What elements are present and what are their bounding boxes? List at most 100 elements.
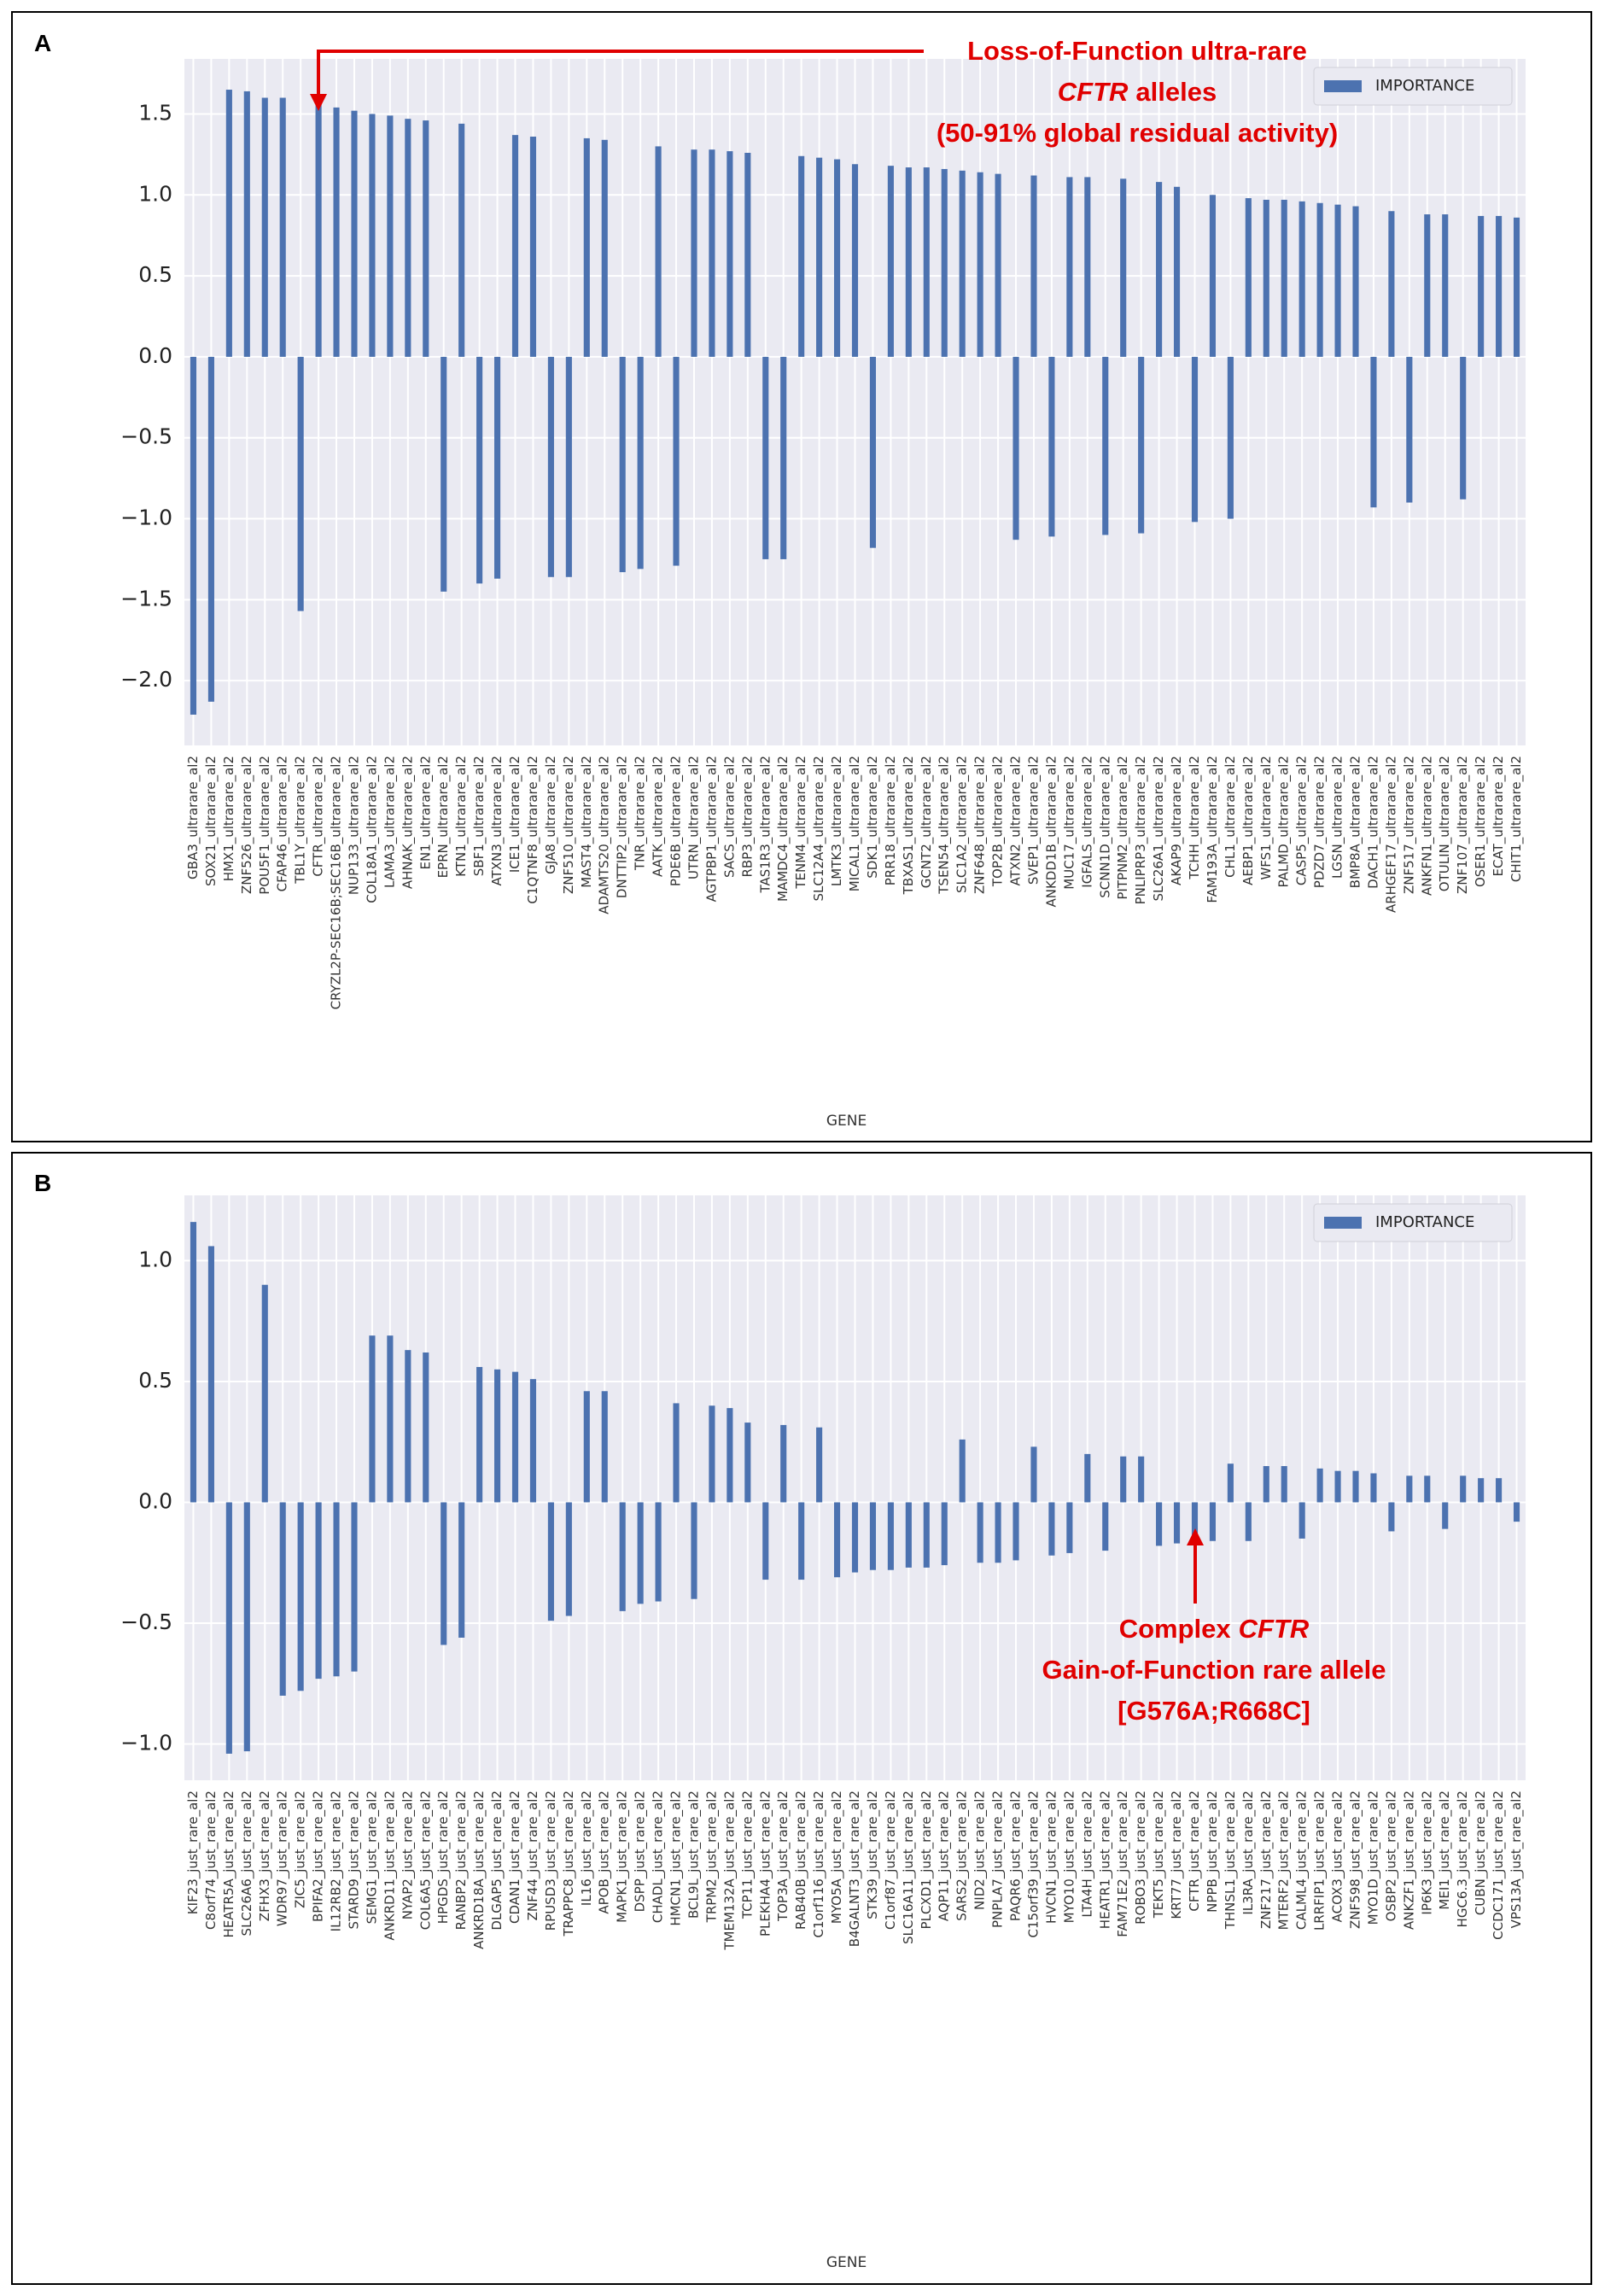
x-tick-label: LRRFIP1_just_rare_al2 bbox=[1312, 1791, 1328, 1931]
annotation-italic: CFTR bbox=[1239, 1614, 1310, 1644]
x-tick-label: ANKZF1_just_rare_al2 bbox=[1401, 1791, 1417, 1930]
x-tick-label: PDE6B_ultrarare_al2 bbox=[668, 756, 685, 886]
bar bbox=[1138, 1456, 1145, 1503]
bar bbox=[691, 1502, 697, 1599]
bar bbox=[798, 1502, 805, 1580]
x-tick-label: ZFHX3_just_rare_al2 bbox=[257, 1791, 273, 1921]
bar bbox=[1263, 199, 1269, 357]
annotation-text: Gain-of-Function rare allele bbox=[1042, 1655, 1386, 1685]
bar bbox=[1191, 1502, 1199, 1544]
x-tick-label: GJA8_ultrarare_al2 bbox=[543, 756, 559, 874]
x-tick-label: TEKT5_just_rare_al2 bbox=[1151, 1791, 1167, 1919]
x-tick-label: NID2_just_rare_al2 bbox=[972, 1791, 989, 1910]
bar bbox=[816, 1427, 823, 1503]
bar bbox=[1173, 186, 1181, 357]
x-tick-label: AHNAK_ultrarare_al2 bbox=[400, 756, 416, 889]
x-tick-label: IL12RB2_just_rare_al2 bbox=[329, 1791, 345, 1931]
bar bbox=[744, 152, 751, 357]
x-tick-label: ECAT_ultrarare_al2 bbox=[1491, 756, 1507, 876]
bar bbox=[1191, 356, 1199, 523]
x-tick-label: TBXAS1_ultrarare_al2 bbox=[901, 756, 917, 895]
x-tick-label: RBP3_ultrarare_al2 bbox=[739, 756, 756, 878]
x-tick-label: SDK1_ultrarare_al2 bbox=[865, 756, 881, 879]
bar bbox=[1388, 1502, 1395, 1532]
bar bbox=[190, 1222, 197, 1503]
bar bbox=[1030, 175, 1037, 357]
bar bbox=[1370, 356, 1377, 508]
x-tick-label: GCNT2_ultrarare_al2 bbox=[919, 756, 935, 888]
x-tick-label: ANKRD18A_just_rare_al2 bbox=[471, 1791, 487, 1949]
bar bbox=[458, 1502, 465, 1638]
bar bbox=[959, 170, 966, 357]
x-tick-label: KTN1_ultrarare_al2 bbox=[453, 756, 470, 877]
arrow-head bbox=[310, 94, 327, 111]
bar bbox=[315, 1502, 322, 1680]
y-tick-label: −1.0 bbox=[120, 505, 172, 530]
x-tick-label: HMCN1_just_rare_al2 bbox=[668, 1791, 685, 1926]
bar bbox=[905, 1502, 912, 1568]
y-tick-label: −0.5 bbox=[120, 424, 172, 449]
x-tick-label: ZIC5_just_rare_al2 bbox=[293, 1791, 309, 1908]
bar bbox=[1424, 1475, 1431, 1503]
bar bbox=[1281, 199, 1287, 357]
x-tick-label: OSER1_ultrarare_al2 bbox=[1473, 756, 1489, 887]
bar bbox=[1209, 195, 1216, 357]
x-tick-label: TENM4_ultrarare_al2 bbox=[793, 756, 809, 890]
bar bbox=[565, 356, 572, 577]
x-tick-label: C1orf116_just_rare_al2 bbox=[811, 1791, 827, 1937]
legend-swatch bbox=[1324, 80, 1362, 92]
x-tick-label: IGFALS_ultrarare_al2 bbox=[1079, 756, 1095, 888]
bar bbox=[1209, 1502, 1216, 1541]
x-tick-label: HEATR5A_just_rare_al2 bbox=[221, 1791, 237, 1937]
bar bbox=[923, 1502, 930, 1568]
bar bbox=[207, 1246, 214, 1503]
bar bbox=[1406, 1475, 1413, 1503]
bar bbox=[1102, 356, 1109, 535]
x-tick-label: PLEKHA4_just_rare_al2 bbox=[757, 1791, 773, 1937]
x-tick-label: KIF23_just_rare_al2 bbox=[185, 1791, 201, 1914]
x-tick-label: TOP3A_just_rare_al2 bbox=[775, 1791, 791, 1922]
x-tick-label: OTULIN_ultrarare_al2 bbox=[1437, 756, 1453, 891]
x-tick-label: CCDC171_just_rare_al2 bbox=[1491, 1791, 1507, 1940]
x-tick-label: DLGAP5_just_rare_al2 bbox=[489, 1791, 505, 1931]
bar bbox=[547, 356, 554, 577]
bar bbox=[1013, 1502, 1019, 1561]
x-axis-label: GENE bbox=[826, 1113, 867, 1130]
x-tick-label: ARHGEF17_ultrarare_al2 bbox=[1383, 756, 1399, 913]
x-tick-label: PAQR6_just_rare_al2 bbox=[1008, 1791, 1024, 1921]
x-tick-label: SCNN1D_ultrarare_al2 bbox=[1097, 756, 1113, 898]
bar bbox=[869, 356, 877, 548]
bar bbox=[923, 167, 930, 357]
x-tick-label: ZNF648_ultrarare_al2 bbox=[972, 756, 989, 894]
x-tick-label: LTA4H_just_rare_al2 bbox=[1079, 1791, 1095, 1918]
x-tick-label: CHADL_just_rare_al2 bbox=[651, 1791, 667, 1923]
bar bbox=[816, 157, 823, 357]
bar bbox=[887, 1502, 894, 1570]
x-tick-label: PRR18_ultrarare_al2 bbox=[883, 756, 899, 885]
x-tick-label: FAM193A_ultrarare_al2 bbox=[1205, 756, 1221, 903]
x-tick-label: TNR_ultrarare_al2 bbox=[633, 756, 649, 871]
bar bbox=[423, 1352, 429, 1503]
x-tick-label: EPRN_ultrarare_al2 bbox=[435, 756, 452, 878]
x-tick-label: UTRN_ultrarare_al2 bbox=[686, 756, 702, 879]
x-tick-label: FAM71E2_just_rare_al2 bbox=[1115, 1791, 1131, 1937]
bar bbox=[511, 1371, 519, 1503]
bar bbox=[225, 90, 232, 357]
annotation-b: Complex CFTR Gain-of-Function rare allele… bbox=[1042, 1528, 1386, 1726]
bar bbox=[1245, 1502, 1252, 1541]
bar bbox=[833, 159, 841, 357]
bar bbox=[1352, 206, 1359, 357]
y-tick-label: 0.0 bbox=[138, 1488, 172, 1513]
x-tick-label: ANKDD1B_ultrarare_al2 bbox=[1043, 756, 1059, 908]
x-tick-label: TCHH_ultrarare_al2 bbox=[1187, 756, 1203, 880]
x-tick-label: CFTR_ultrarare_al2 bbox=[311, 756, 327, 877]
x-tick-label: NYAP2_just_rare_al2 bbox=[400, 1791, 416, 1919]
annotation-text: CFTR alleles bbox=[1058, 77, 1217, 107]
bar bbox=[333, 107, 340, 357]
y-tick-label: 1.0 bbox=[138, 181, 172, 206]
x-tick-label: LAMA3_ultrarare_al2 bbox=[382, 756, 398, 888]
x-tick-label: EN1_ultrarare_al2 bbox=[417, 756, 434, 869]
bar bbox=[261, 1284, 268, 1503]
y-tick-label: 0.5 bbox=[138, 1368, 172, 1393]
